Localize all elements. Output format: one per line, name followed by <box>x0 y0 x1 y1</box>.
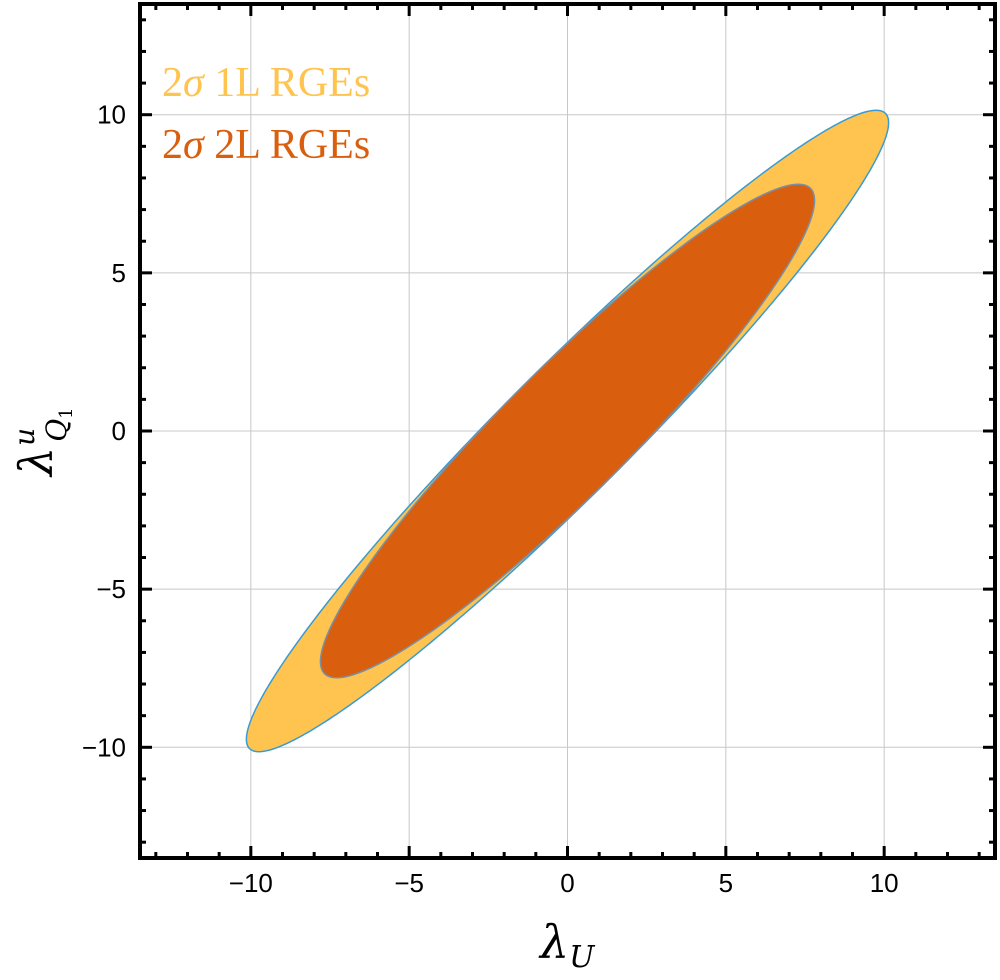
y-axis-title-group: λuQ1 <box>8 407 77 478</box>
y-tick-label: 0 <box>112 416 126 446</box>
region-2sigma-2l <box>319 183 816 679</box>
x-tick-label: −5 <box>394 868 424 898</box>
legend-entry-1l: 2σ 1L RGEs <box>162 60 370 106</box>
legend: 2σ 1L RGEs 2σ 2L RGEs <box>162 60 370 168</box>
y-tick-label: 5 <box>112 258 126 288</box>
confidence-regions <box>245 109 890 753</box>
y-tick-labels: −10 −5 0 5 10 <box>82 100 126 763</box>
x-tick-labels: −10 −5 0 5 10 <box>229 868 899 898</box>
x-tick-label: 0 <box>560 868 574 898</box>
x-tick-label: 5 <box>719 868 733 898</box>
y-tick-label: −10 <box>82 732 126 762</box>
y-axis-title: λuQ1 <box>8 407 77 478</box>
y-tick-label: 10 <box>97 100 126 130</box>
x-tick-label: −10 <box>229 868 273 898</box>
x-tick-label: 10 <box>870 868 899 898</box>
legend-entry-2l: 2σ 2L RGEs <box>162 122 370 168</box>
x-axis-title: λU <box>538 915 596 975</box>
axis-ticks <box>140 4 995 858</box>
y-tick-label: −5 <box>96 574 126 604</box>
